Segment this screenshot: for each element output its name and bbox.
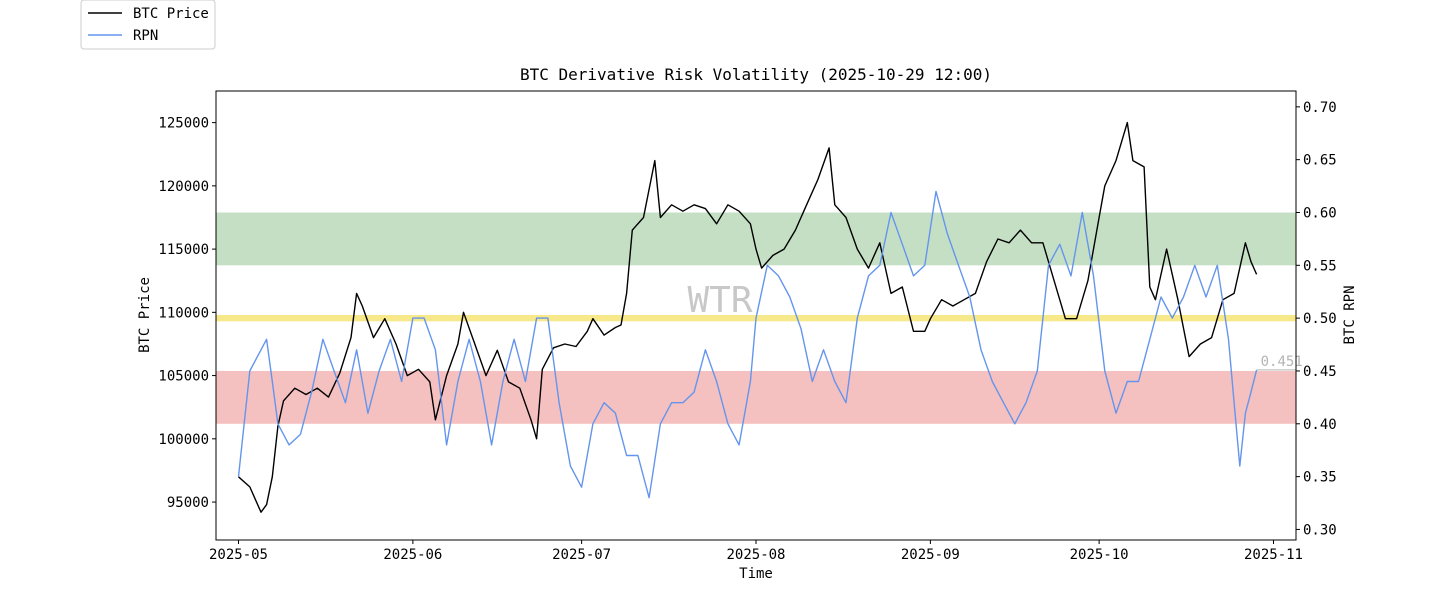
last-value-marker: 0.451	[1256, 354, 1303, 371]
y-left-tick-label: 100000	[158, 432, 209, 448]
x-tick-label: 2025-11	[1244, 547, 1303, 563]
legend-label-rpn: RPN	[133, 28, 158, 44]
legend: BTC Price RPN	[80, 0, 216, 50]
y-left-tick-label: 105000	[158, 369, 209, 385]
x-tick-label: 2025-08	[726, 547, 785, 563]
x-axis-title: Time	[739, 566, 773, 582]
y-left-tick-label: 115000	[158, 242, 209, 258]
y-right-tick-label: 0.60	[1303, 205, 1337, 221]
rpn-band-2	[216, 370, 1296, 424]
series-line-rpn	[237, 190, 1258, 499]
y-left-tick-label: 125000	[158, 116, 209, 132]
rpn-band-0	[216, 212, 1296, 266]
x-tick-label: 2025-09	[901, 547, 960, 563]
y-left-tick-label: 120000	[158, 179, 209, 195]
y-left-tick-label: 95000	[167, 495, 209, 511]
y-axis-right-title: BTC RPN	[1342, 285, 1358, 344]
y-axis-left-title: BTC Price	[137, 277, 153, 353]
y-right-tick-label: 0.65	[1303, 153, 1337, 169]
x-axis: 2025-05 2025-06 2025-07 2025-08 2025-09 2025-…	[209, 540, 1303, 563]
y-axis-right: 0.30 0.35 0.40 0.45 0.50 0.55 0.60 0.65 0.70	[1296, 100, 1337, 538]
series-line-btc-price	[238, 121, 1258, 513]
y-right-tick-label: 0.55	[1303, 258, 1337, 274]
x-tick-label: 2025-06	[383, 547, 442, 563]
last-value-label: 0.451	[1261, 354, 1303, 370]
y-axis-left: 95000 100000 105000 110000 115000 120000 12500…	[158, 116, 216, 511]
series-lines	[237, 121, 1258, 513]
y-right-tick-label: 0.50	[1303, 311, 1337, 327]
y-right-tick-label: 0.35	[1303, 470, 1337, 486]
legend-label-btc-price: BTC Price	[133, 6, 209, 22]
x-tick-label: 2025-07	[552, 547, 611, 563]
y-right-tick-label: 0.30	[1303, 522, 1337, 538]
x-tick-label: 2025-05	[209, 547, 268, 563]
y-left-tick-label: 110000	[158, 305, 209, 321]
y-right-tick-label: 0.70	[1303, 100, 1337, 116]
chart-title: BTC Derivative Risk Volatility (2025-10-…	[520, 65, 992, 84]
y-right-tick-label: 0.40	[1303, 417, 1337, 433]
y-right-tick-label: 0.45	[1303, 364, 1337, 380]
x-tick-label: 2025-10	[1070, 547, 1129, 563]
watermark: WTR	[687, 280, 752, 321]
